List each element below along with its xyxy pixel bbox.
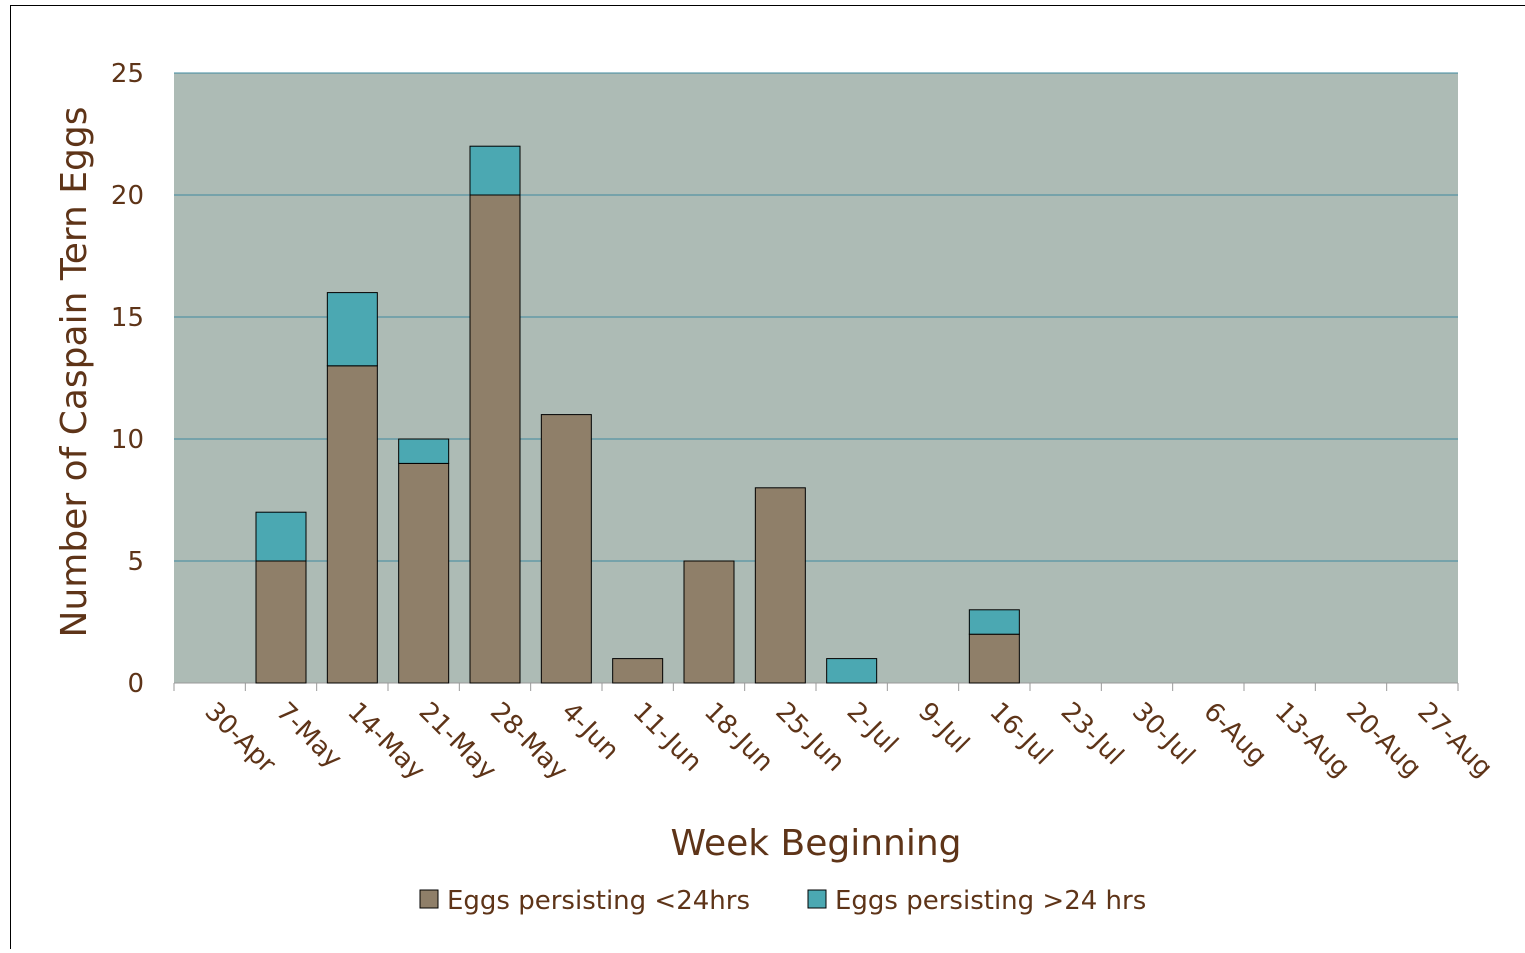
bar-segment xyxy=(327,366,377,683)
bar-segment xyxy=(327,293,377,366)
bar-segment xyxy=(470,146,520,195)
y-tick-label: 25 xyxy=(111,59,144,89)
bar-segment xyxy=(827,659,877,683)
bar-segment xyxy=(470,195,520,683)
y-tick-label: 5 xyxy=(127,547,144,577)
bar-segment xyxy=(969,610,1019,634)
y-tick-label: 15 xyxy=(111,303,144,333)
bar-segment xyxy=(541,415,591,683)
legend-swatch xyxy=(420,890,438,908)
y-tick-label: 0 xyxy=(127,669,144,699)
bar-segment xyxy=(969,634,1019,683)
bar-segment xyxy=(399,439,449,463)
legend-swatch xyxy=(808,890,826,908)
bar-segment xyxy=(755,488,805,683)
legend-label: Eggs persisting >24 hrs xyxy=(835,886,1146,916)
bar-segment xyxy=(613,659,663,683)
bar-segment xyxy=(256,561,306,683)
bar-segment xyxy=(256,512,306,561)
x-axis-title: Week Beginning xyxy=(670,823,961,864)
bar-segment xyxy=(684,561,734,683)
y-tick-label: 20 xyxy=(111,181,144,211)
legend-label: Eggs persisting <24hrs xyxy=(447,886,750,916)
y-axis-title: Number of Caspain Tern Eggs xyxy=(54,107,95,638)
bar-segment xyxy=(399,463,449,683)
y-tick-label: 10 xyxy=(111,425,144,455)
